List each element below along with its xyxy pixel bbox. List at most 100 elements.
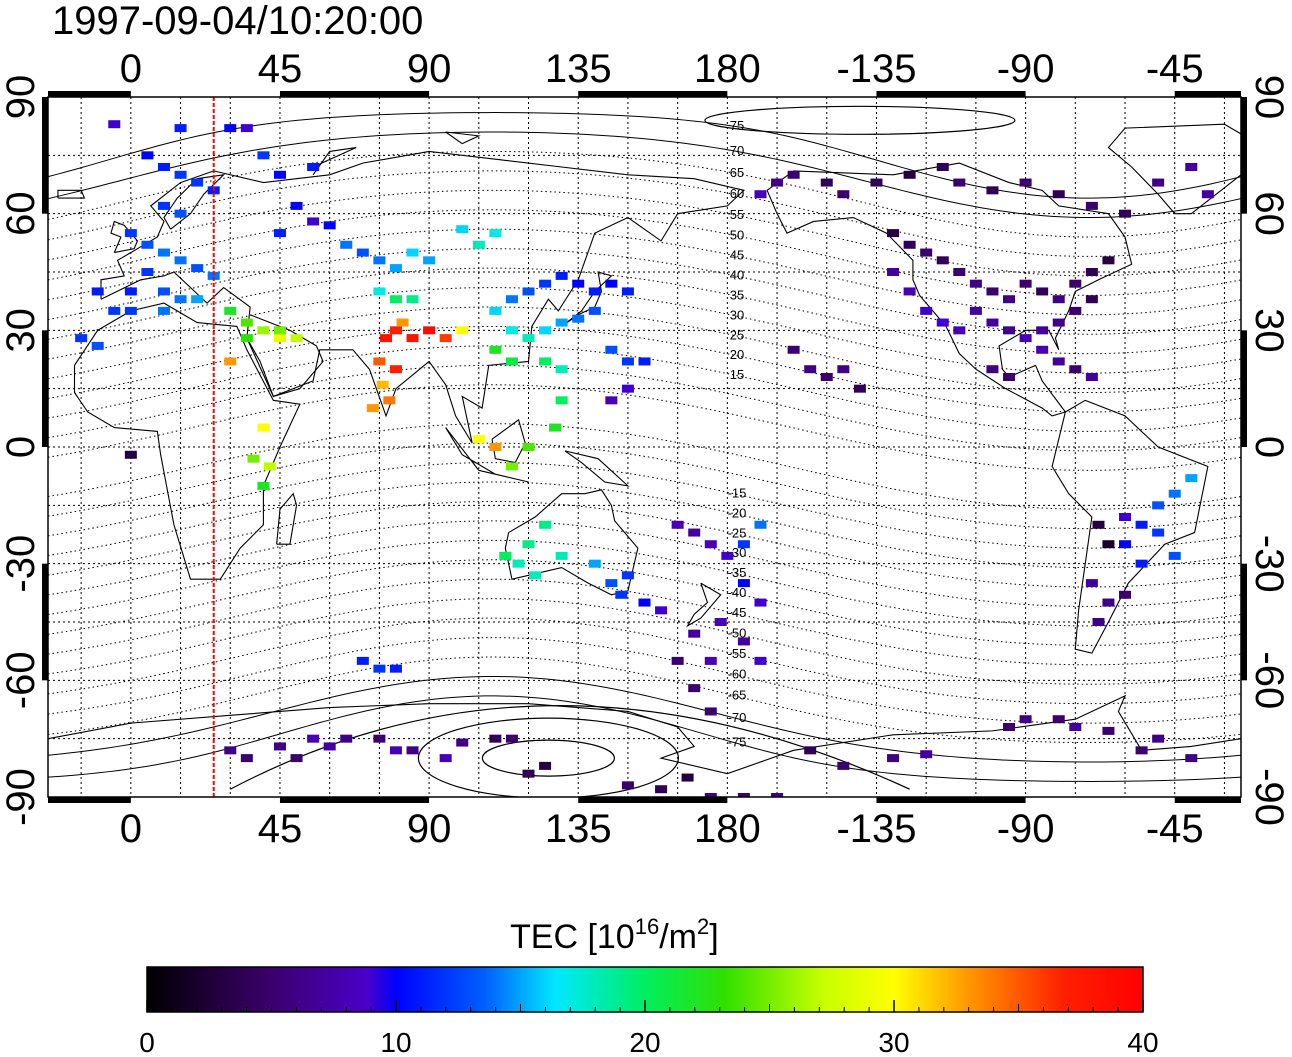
tec-cell bbox=[257, 151, 270, 160]
y-left-tick-label: 90 bbox=[0, 75, 43, 120]
tec-cell bbox=[91, 341, 104, 350]
tec-cell bbox=[903, 240, 916, 249]
tec-cell bbox=[1152, 501, 1165, 510]
tec-cell bbox=[1119, 513, 1132, 521]
coastline bbox=[445, 427, 529, 483]
tec-cell bbox=[936, 256, 949, 265]
tec-cell bbox=[704, 540, 717, 549]
tec-cell bbox=[406, 248, 419, 257]
y-right-tick-label: 90 bbox=[1247, 75, 1291, 120]
tec-cell bbox=[1102, 256, 1115, 265]
tec-cell bbox=[837, 190, 850, 199]
tec-cell bbox=[1003, 723, 1016, 731]
tec-cell bbox=[124, 450, 137, 459]
tec-cell bbox=[376, 380, 389, 389]
coastline bbox=[312, 147, 357, 176]
tec-cell bbox=[638, 357, 651, 366]
x-top-tick-label: -90 bbox=[997, 47, 1055, 91]
mlat-label: 15 bbox=[730, 367, 744, 382]
tec-cell bbox=[655, 785, 668, 794]
colorbar-tick-label: 30 bbox=[878, 1027, 909, 1057]
tec-cell bbox=[124, 229, 137, 238]
x-top-tick-label: -45 bbox=[1146, 47, 1204, 91]
tec-cell bbox=[837, 761, 850, 770]
tec-cell bbox=[456, 225, 469, 234]
tec-cell bbox=[1085, 579, 1098, 588]
x-top-tick-label: -135 bbox=[836, 47, 916, 91]
tec-cell bbox=[555, 365, 568, 374]
mlat-contour bbox=[48, 462, 1241, 549]
tec-cell bbox=[340, 240, 353, 249]
y-right-tick-label: -60 bbox=[1247, 651, 1291, 709]
tec-cell bbox=[174, 295, 187, 304]
coastline bbox=[57, 189, 86, 199]
tec-cell bbox=[704, 656, 717, 665]
mlat-label: 75 bbox=[730, 118, 744, 133]
mlat-label: 65 bbox=[730, 165, 744, 180]
tec-cell bbox=[307, 217, 320, 226]
coastline bbox=[491, 418, 526, 464]
mlat-label: 40 bbox=[730, 268, 744, 283]
x-bottom-tick-label: 135 bbox=[545, 807, 612, 851]
tec-cell bbox=[870, 178, 883, 187]
magnetic-latitude-labels: 75 70 65 60 55 50 45 40 35 30 25 20 15 -15 -20 -25 -30 -3… bbox=[728, 118, 747, 749]
tec-cell bbox=[920, 248, 933, 257]
tec-cell bbox=[704, 793, 717, 797]
tec-cell bbox=[787, 170, 800, 179]
tec-cell bbox=[969, 306, 982, 315]
tec-cell bbox=[903, 287, 916, 296]
tec-cell bbox=[489, 306, 502, 315]
frame-tab bbox=[279, 91, 430, 97]
tec-cell bbox=[273, 326, 286, 335]
y-right-tick-label: -30 bbox=[1247, 535, 1291, 593]
tec-cell bbox=[1102, 598, 1115, 607]
tec-cell bbox=[396, 318, 409, 327]
tec-cell bbox=[389, 365, 402, 374]
coastline bbox=[564, 450, 630, 487]
y-left-tick-label: 60 bbox=[0, 191, 43, 236]
tec-cell bbox=[1152, 178, 1165, 187]
tec-cell bbox=[754, 656, 767, 665]
tec-cell bbox=[273, 229, 286, 238]
tec-cell bbox=[1119, 209, 1132, 218]
tec-cell bbox=[1185, 754, 1198, 763]
frame-tab bbox=[876, 91, 1026, 97]
mlat-contour bbox=[48, 539, 1241, 627]
tec-cell bbox=[688, 528, 701, 537]
tec-cell bbox=[240, 124, 253, 133]
tec-cell bbox=[1052, 357, 1065, 366]
mlat-label: 55 bbox=[730, 207, 744, 222]
tec-cell bbox=[157, 306, 170, 315]
tec-cell bbox=[903, 170, 916, 179]
tec-cell bbox=[1185, 163, 1198, 171]
coastline bbox=[276, 492, 298, 545]
tec-cell bbox=[754, 598, 767, 607]
tec-cell bbox=[522, 287, 535, 296]
tec-cell bbox=[820, 373, 833, 381]
tec-cell bbox=[356, 248, 369, 257]
x-top-tick-label: 45 bbox=[258, 47, 303, 91]
tec-cell bbox=[754, 190, 767, 199]
tec-cell bbox=[108, 120, 121, 129]
mlat-contour bbox=[48, 228, 1241, 316]
tec-cell bbox=[1069, 279, 1082, 288]
tec-cell bbox=[141, 268, 154, 276]
tec-cell bbox=[804, 746, 817, 755]
tec-cell bbox=[257, 481, 270, 490]
tec-cell bbox=[1036, 345, 1049, 354]
tec-cell bbox=[771, 793, 784, 797]
y-right-tick-label: 30 bbox=[1247, 308, 1291, 353]
tec-cell bbox=[423, 326, 436, 335]
y-right-tick-label: 0 bbox=[1247, 436, 1291, 458]
tec-cell bbox=[615, 590, 628, 599]
tec-cell bbox=[1069, 306, 1082, 315]
tec-cell bbox=[621, 571, 634, 580]
colorbar-title: TEC [1016/m2] bbox=[510, 914, 719, 956]
mlat-label: -45 bbox=[728, 605, 747, 620]
tec-cell bbox=[605, 396, 618, 405]
y-left-tick-label: -60 bbox=[0, 651, 43, 709]
tec-cell bbox=[1152, 734, 1165, 743]
tec-cell bbox=[539, 761, 552, 770]
tec-cell bbox=[505, 295, 518, 304]
